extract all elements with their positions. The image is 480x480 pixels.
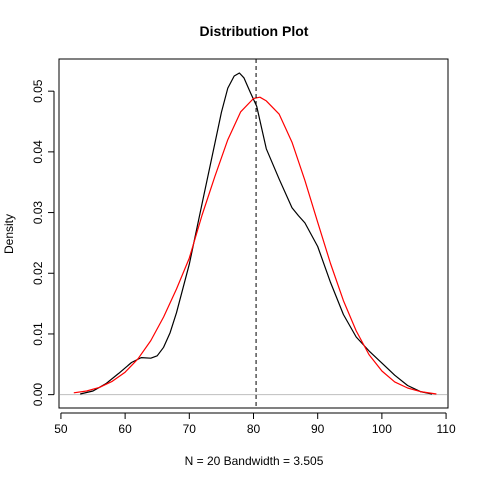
plot-frame: [58, 58, 449, 409]
x-tick-label: 70: [183, 422, 197, 436]
y-tick-label: 0.02: [31, 261, 45, 285]
y-tick-label: 0.04: [31, 140, 45, 164]
y-axis: 0.00 0.01 0.02 0.03 0.04 0.05: [31, 79, 55, 407]
y-axis-label: Density: [2, 214, 16, 254]
y-tick-label: 0.03: [31, 201, 45, 225]
normal-density-line: [73, 96, 437, 395]
plot-area: [60, 59, 447, 408]
x-tick-label: 110: [437, 422, 456, 436]
x-tick-label: 90: [311, 422, 325, 436]
chart-title: Distribution Plot: [200, 23, 309, 39]
x-tick-label: 60: [118, 422, 132, 436]
x-tick-label: 50: [54, 422, 68, 436]
x-axis-label: N = 20 Bandwidth = 3.505: [185, 454, 324, 468]
x-tick-label: 80: [247, 422, 261, 436]
x-tick-label: 100: [372, 422, 392, 436]
y-tick-label: 0.05: [31, 79, 45, 103]
y-tick-label: 0.00: [31, 383, 45, 407]
x-axis: 50 60 70 80 90 100 110: [54, 412, 456, 436]
y-tick-label: 0.01: [31, 322, 45, 346]
kernel-density-line: [80, 72, 433, 395]
